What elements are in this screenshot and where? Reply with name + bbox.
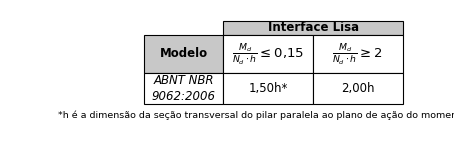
Bar [143, 35, 223, 73]
Bar [223, 73, 312, 104]
Bar [143, 73, 223, 104]
Bar [223, 35, 312, 73]
Text: 2,00h: 2,00h [341, 82, 375, 95]
Bar [312, 73, 403, 104]
Bar [223, 21, 403, 35]
Text: ABNT NBR
9062:2006: ABNT NBR 9062:2006 [152, 74, 216, 103]
Text: 1,50h*: 1,50h* [248, 82, 288, 95]
Text: Interface Lisa: Interface Lisa [268, 21, 359, 34]
Text: $\frac{M_d}{N_d \cdot h} \leq 0{,}15$: $\frac{M_d}{N_d \cdot h} \leq 0{,}15$ [232, 41, 304, 67]
Text: Modelo: Modelo [159, 47, 207, 60]
Text: $\frac{M_d}{N_d \cdot h} \geq 2$: $\frac{M_d}{N_d \cdot h} \geq 2$ [332, 41, 383, 67]
Bar [312, 35, 403, 73]
Text: *h é a dimensão da seção transversal do pilar paralela ao plano de ação do momen: *h é a dimensão da seção transversal do … [58, 111, 454, 120]
